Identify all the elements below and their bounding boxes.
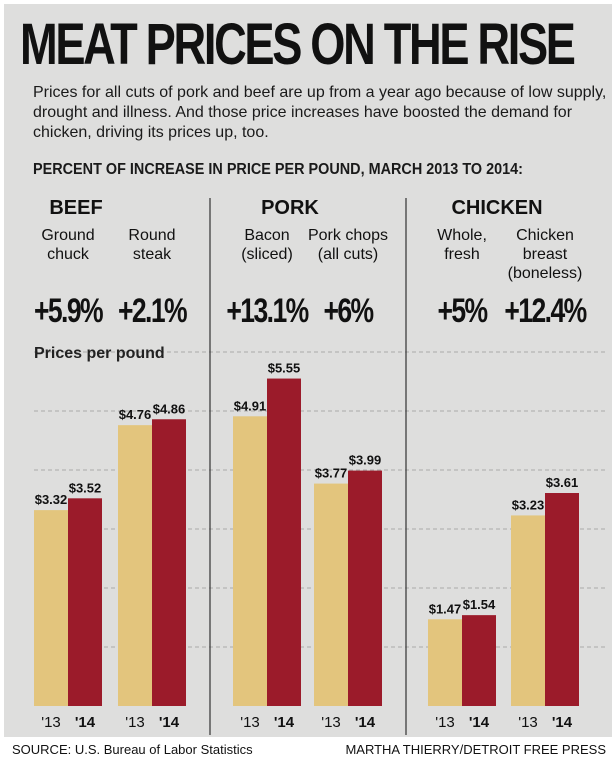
- source-credit: SOURCE: U.S. Bureau of Labor Statistics: [12, 742, 253, 757]
- bar-2014: [348, 470, 382, 706]
- chart-title: MEAT PRICES ON THE RISE: [20, 12, 576, 77]
- bar-2013: [34, 510, 68, 706]
- cut-label: Round: [128, 227, 175, 244]
- bar-2014: [267, 378, 301, 706]
- group-title: BEEF: [49, 197, 102, 219]
- value-label: $5.55: [268, 361, 301, 376]
- cut-label: Whole,: [437, 227, 487, 244]
- year-label: '13: [240, 714, 260, 731]
- year-label: '13: [518, 714, 538, 731]
- year-label: '13: [321, 714, 341, 731]
- cut-label: chuck: [47, 246, 90, 263]
- bar-2013: [233, 416, 267, 706]
- cut-label: Bacon: [244, 227, 289, 244]
- value-label: $4.91: [234, 398, 267, 413]
- bar-2013: [511, 515, 545, 706]
- chart-subtitle: Prices for all cuts of pork and beef are…: [33, 84, 607, 141]
- chart-panel: [4, 4, 612, 737]
- bar-2014: [68, 498, 102, 706]
- value-label: $3.23: [512, 497, 545, 512]
- bar-2014: [545, 493, 579, 706]
- year-label: '13: [125, 714, 145, 731]
- percent-change: +13.1%: [226, 292, 309, 330]
- percent-change: +5.9%: [34, 292, 104, 330]
- bar-chart: Prices per pound BEEF PORK CHICKEN Ground chu…: [34, 197, 608, 735]
- percent-change: +12.4%: [504, 292, 587, 330]
- percent-change: +6%: [323, 292, 374, 330]
- cut-label: fresh: [444, 246, 480, 263]
- year-label: '14: [159, 714, 180, 731]
- author-credit: MARTHA THIERRY/DETROIT FREE PRESS: [345, 742, 606, 757]
- percent-change: +5%: [437, 292, 488, 330]
- value-label: $4.86: [153, 401, 186, 416]
- year-label: '13: [41, 714, 61, 731]
- bar-2014: [152, 419, 186, 706]
- bar-2014: [462, 615, 496, 706]
- cut-label: Pork chops: [308, 227, 388, 244]
- value-label: $4.76: [119, 407, 152, 422]
- value-label: $1.54: [463, 597, 496, 612]
- year-label: '14: [552, 714, 573, 731]
- y-axis-label: Prices per pound: [34, 345, 165, 362]
- year-label: '14: [469, 714, 490, 731]
- bar-2013: [314, 483, 348, 706]
- value-label: $1.47: [429, 601, 462, 616]
- value-label: $3.32: [35, 492, 68, 507]
- year-label: '14: [355, 714, 376, 731]
- year-label: '14: [274, 714, 295, 731]
- bar-2013: [118, 425, 152, 706]
- cut-label: (boneless): [508, 265, 583, 282]
- value-label: $3.61: [546, 475, 579, 490]
- cut-label: (all cuts): [318, 246, 378, 263]
- group-title: PORK: [261, 197, 319, 219]
- cut-label: Ground: [41, 227, 94, 244]
- cut-label: Chicken: [516, 227, 574, 244]
- cut-label: (sliced): [241, 246, 293, 263]
- group-title: CHICKEN: [451, 197, 542, 219]
- value-label: $3.77: [315, 466, 348, 481]
- cut-label: breast: [523, 246, 568, 263]
- value-label: $3.52: [69, 480, 102, 495]
- year-label: '14: [75, 714, 96, 731]
- value-label: $3.99: [349, 453, 382, 468]
- cut-label: steak: [133, 246, 172, 263]
- percent-change: +2.1%: [118, 292, 188, 330]
- bar-2013: [428, 619, 462, 706]
- year-label: '13: [435, 714, 455, 731]
- chart-caption: PERCENT OF INCREASE IN PRICE PER POUND, …: [33, 161, 523, 178]
